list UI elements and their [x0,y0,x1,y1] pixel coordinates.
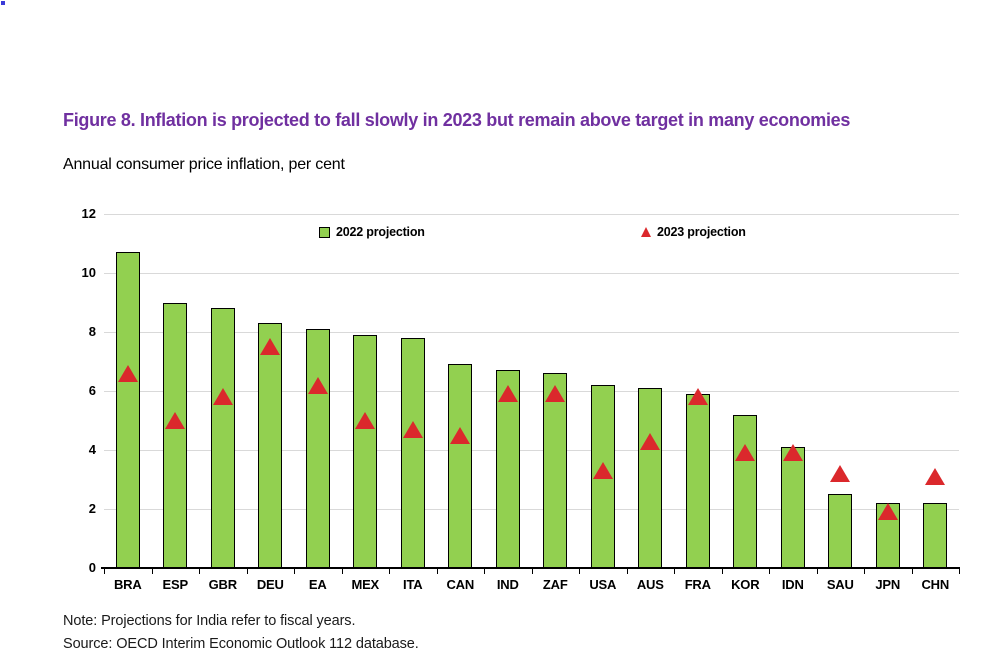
bar-FRA [685,393,710,568]
marker-AUS [640,432,661,450]
x-axis-tick [531,568,533,574]
y-tick-label-8: 8 [88,324,96,339]
triangle-marker-icon [641,227,651,237]
x-tick-label-FRA: FRA [684,577,711,592]
marker-MEX [355,412,376,429]
x-axis-tick [769,568,770,574]
x-axis-tick [436,568,438,574]
bar-MEX [353,334,378,568]
bar-EA [305,329,330,568]
x-axis-tick [484,568,485,574]
x-tick-label-EA: EA [308,577,327,592]
marker-KOR [735,444,756,462]
bar-CAN [448,364,473,568]
gridline-2 [104,508,959,510]
bar-ZAF [543,373,568,568]
bar-DEU [258,323,283,568]
x-tick-label-CHN: CHN [921,577,950,592]
x-tick-label-GBR: GBR [208,577,237,592]
marker-BRA [117,364,138,382]
gridline-6 [104,390,959,392]
chart-note: Note: Projections for India refer to fis… [63,613,356,629]
bar-SAU [828,494,853,568]
x-axis-tick [721,568,723,574]
bar-CHN [923,503,948,568]
x-axis-tick [104,568,105,574]
x-axis-tick [674,568,675,574]
bar-IDN [780,447,805,568]
gridline-12 [104,213,959,215]
x-tick-label-USA: USA [589,577,617,592]
marker-SAU [830,465,851,483]
x-tick-label-MEX: MEX [351,577,380,592]
gridline-10 [104,272,959,274]
x-tick-label-KOR: KOR [731,577,760,592]
x-tick-label-CAN: CAN [446,577,475,592]
x-axis-tick [911,568,913,574]
bar-ESP [163,302,188,568]
x-axis-tick [199,568,200,574]
x-tick-label-ITA: ITA [403,577,423,592]
legend-item-2022: 2022 projection [319,225,425,239]
marker-IDN [782,444,803,462]
marker-FRA [687,388,708,406]
legend-label-2023: 2023 projection [657,225,746,239]
marker-IND [497,385,518,403]
bar-AUS [638,388,663,568]
chart-subtitle: Annual consumer price inflation, per cen… [63,156,345,173]
x-tick-label-ESP: ESP [162,577,189,592]
x-axis-tick [246,568,248,574]
marker-ITA [402,420,423,438]
marker-ESP [165,412,186,429]
x-axis-tick [579,568,580,574]
x-axis-tick [294,568,295,574]
stray-mark [1,1,5,5]
y-tick-label-12: 12 [81,206,96,221]
x-axis-tick [151,568,153,574]
x-axis-tick [389,568,390,574]
bar-IND [495,370,520,568]
y-tick-label-2: 2 [88,501,96,516]
chart-source: Source: OECD Interim Economic Outlook 11… [63,636,419,652]
x-axis-line [101,567,960,569]
bar-BRA [115,252,140,568]
x-axis-tick [864,568,865,574]
legend-label-2022: 2022 projection [336,225,425,239]
marker-DEU [260,338,281,356]
bar-KOR [733,414,758,568]
marker-JPN [877,503,898,521]
x-tick-label-IDN: IDN [781,577,804,592]
y-tick-label-0: 0 [88,560,96,575]
x-tick-label-JPN: JPN [875,577,901,592]
legend-item-2023: 2023 projection [641,225,746,239]
marker-CHN [925,468,946,486]
x-axis-tick [341,568,343,574]
x-tick-label-DEU: DEU [256,577,284,592]
marker-ZAF [545,385,566,403]
x-axis-tick [626,568,628,574]
marker-EA [307,376,328,394]
y-tick-label-4: 4 [88,442,96,457]
x-axis-tick [959,568,960,574]
square-marker-icon [319,226,330,238]
marker-CAN [450,426,471,444]
x-axis-tick [816,568,818,574]
gridline-4 [104,449,959,451]
y-tick-label-6: 6 [88,383,96,398]
x-tick-label-BRA: BRA [113,577,142,592]
figure-title: Figure 8. Inflation is projected to fall… [63,110,851,130]
y-tick-label-10: 10 [81,265,96,280]
marker-USA [592,462,613,480]
x-tick-label-IND: IND [496,577,519,592]
x-tick-label-SAU: SAU [826,577,854,592]
x-tick-label-ZAF: ZAF [542,577,568,592]
bar-GBR [210,308,235,568]
gridline-8 [104,331,959,333]
bar-ITA [400,337,425,568]
marker-GBR [212,388,233,406]
x-tick-label-AUS: AUS [636,577,664,592]
